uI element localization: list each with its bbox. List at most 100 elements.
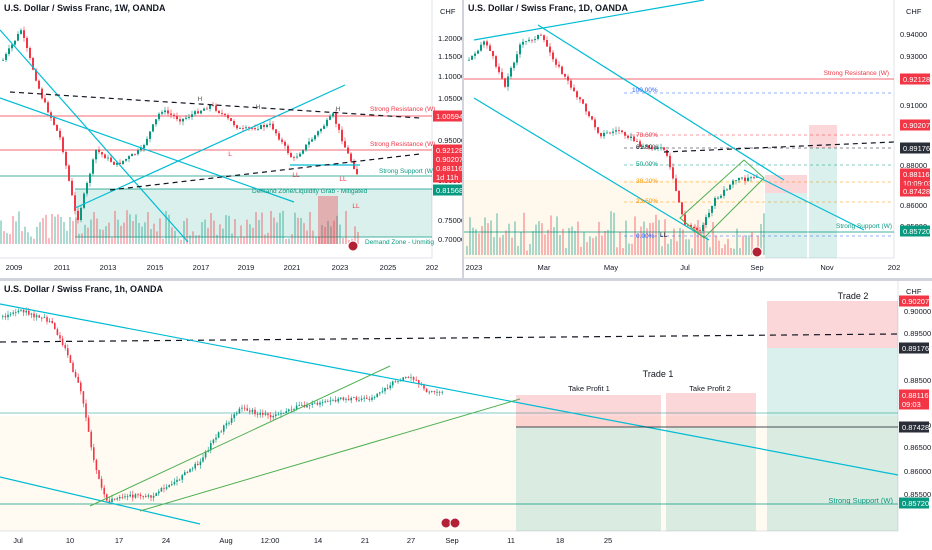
weekly-price-marker-bg <box>433 162 462 174</box>
weekly-candle <box>209 105 211 109</box>
weekly-volume-bar <box>171 227 173 244</box>
weekly-candle <box>332 113 334 117</box>
weekly-price-axis[interactable] <box>432 0 462 278</box>
hourly-candle <box>311 403 313 405</box>
weekly-volume-bar <box>96 218 98 244</box>
hourly-candle <box>355 397 358 401</box>
hourly-candle <box>116 498 118 500</box>
weekly-volume-bar <box>198 235 200 244</box>
daily-us-flag-icon[interactable] <box>751 246 763 258</box>
hourly-candle <box>334 399 337 402</box>
hourly-candle <box>215 437 217 440</box>
hourly-candle <box>35 315 38 318</box>
hourly-time-tick: 17 <box>115 536 123 545</box>
weekly-volume-spike <box>318 196 338 244</box>
daily-candle <box>555 59 557 65</box>
weekly-volume-bar <box>165 210 167 244</box>
weekly-candle <box>305 144 307 151</box>
weekly-chart-canvas[interactable]: CHF1.200001.150001.100001.050000.950000.… <box>0 0 462 278</box>
hourly-candle <box>194 463 196 469</box>
weekly-candle <box>284 141 286 146</box>
weekly-volume-bar <box>138 223 140 244</box>
daily-candle <box>576 91 578 98</box>
hourly-candle <box>48 320 51 322</box>
weekly-price-tick: 1.15000 <box>438 52 462 61</box>
weekly-candle <box>23 30 25 38</box>
daily-annotation: 0.00% <box>636 233 655 240</box>
daily-volume-bar <box>628 243 630 255</box>
weekly-time-tick: 2013 <box>100 263 117 272</box>
weekly-candle <box>341 129 343 142</box>
daily-candle <box>513 62 515 68</box>
hourly-candle <box>61 338 64 346</box>
hourly-candle <box>337 398 339 402</box>
daily-chart-panel[interactable]: CHF0.940000.930000.910000.890000.880000.… <box>464 0 932 278</box>
weekly-volume-bar <box>174 230 176 244</box>
weekly-candle <box>116 162 118 165</box>
hourly-candle <box>103 487 105 495</box>
weekly-candle <box>158 113 160 120</box>
daily-annotation: LL <box>660 232 668 239</box>
weekly-volume-bar <box>294 212 296 244</box>
daily-candle <box>630 136 632 138</box>
weekly-volume-bar <box>108 222 110 244</box>
weekly-candle <box>122 160 124 164</box>
daily-candle <box>618 130 620 131</box>
hourly-candle <box>80 382 82 392</box>
daily-candle <box>738 177 740 181</box>
daily-candle <box>669 155 671 168</box>
panel-divider-horizontal[interactable] <box>0 278 932 281</box>
daily-annotation: 23.60% <box>636 198 658 205</box>
weekly-candle <box>242 128 244 129</box>
weekly-candle <box>239 128 241 129</box>
weekly-price-marker-bg <box>433 144 462 156</box>
weekly-volume-bar <box>210 213 212 244</box>
weekly-volume-bar <box>300 217 302 244</box>
daily-volume-bar <box>523 212 525 255</box>
weekly-chart-panel[interactable]: CHF1.200001.150001.100001.050000.950000.… <box>0 0 462 278</box>
weekly-candle <box>35 69 37 81</box>
hourly-us-flag-icon[interactable] <box>449 517 461 529</box>
daily-price-tick: 0.86000 <box>900 201 927 210</box>
daily-volume-bar <box>652 222 654 255</box>
weekly-volume-bar <box>318 236 320 244</box>
hourly-candle <box>168 485 170 488</box>
hourly-candle <box>93 447 95 460</box>
daily-volume-bar <box>661 246 663 255</box>
daily-candle <box>705 217 707 225</box>
weekly-candle <box>188 117 190 118</box>
weekly-price-marker-bg <box>433 153 462 165</box>
daily-price-tick: 0.91000 <box>900 101 927 110</box>
weekly-downtrend-channel-lower <box>0 97 295 203</box>
daily-candle <box>714 198 716 206</box>
weekly-candle <box>182 118 184 122</box>
daily-chart-canvas[interactable]: CHF0.940000.930000.910000.890000.880000.… <box>464 0 932 278</box>
weekly-volume-bar <box>42 217 44 244</box>
weekly-candle <box>170 113 172 115</box>
hourly-chart-canvas[interactable]: CHF0.900000.895000.885000.870000.865000.… <box>0 281 932 550</box>
daily-volume-bar <box>502 234 504 255</box>
weekly-price-marker-bg <box>433 110 462 122</box>
weekly-volume-bar <box>288 238 290 244</box>
hourly-channel-upper <box>89 365 391 507</box>
weekly-volume-bar <box>306 230 308 244</box>
hourly-candle <box>46 317 48 322</box>
daily-volume-bar <box>595 236 597 255</box>
weekly-candle <box>77 210 79 221</box>
daily-volume-bar <box>655 214 657 255</box>
weekly-volume-bar <box>357 231 359 244</box>
weekly-demand-zone <box>75 189 432 237</box>
daily-time-tick: Sep <box>750 263 763 272</box>
weekly-candle <box>38 80 40 89</box>
weekly-candle <box>218 110 220 113</box>
hourly-price-tick: 0.86500 <box>904 443 931 452</box>
weekly-us-flag-icon[interactable] <box>347 240 359 252</box>
hourly-candle <box>386 387 389 389</box>
panel-divider-vertical[interactable] <box>462 0 464 278</box>
hourly-candle <box>22 309 25 313</box>
hourly-candle <box>366 397 368 399</box>
hourly-candle <box>256 414 259 415</box>
daily-price-marker-bg <box>900 225 930 237</box>
hourly-chart-panel[interactable]: CHF0.900000.895000.885000.870000.865000.… <box>0 281 932 550</box>
